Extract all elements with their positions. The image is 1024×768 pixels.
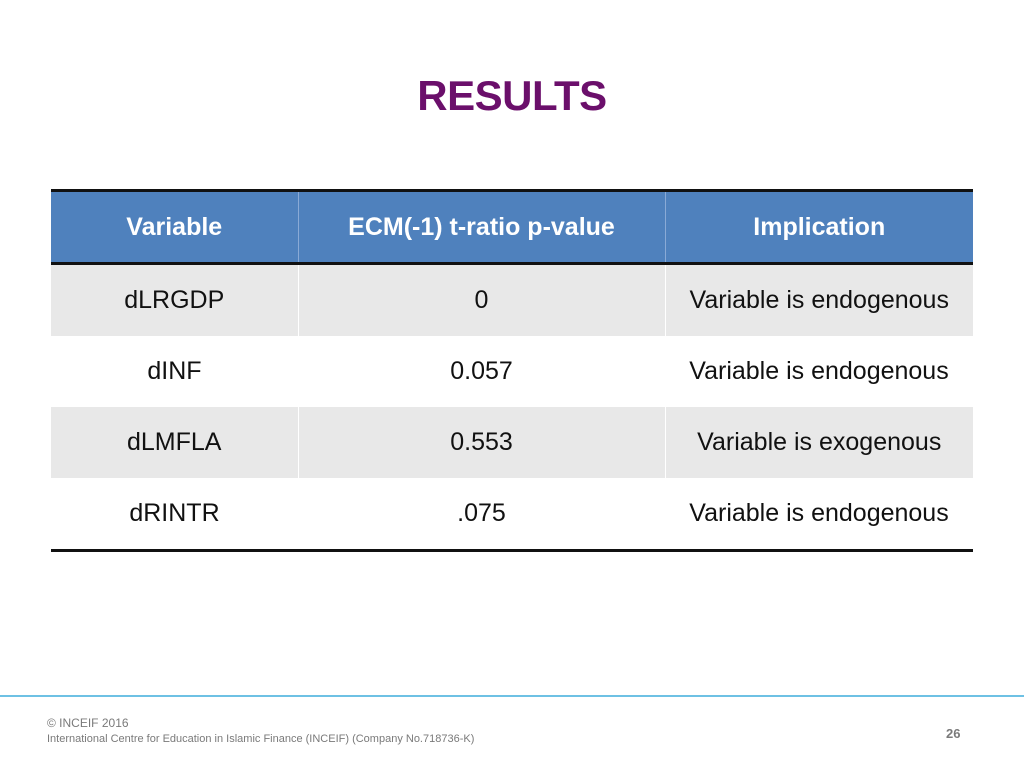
cell-implication: Variable is endogenous <box>689 499 949 527</box>
footer-copyright: © INCEIF 2016 <box>47 716 129 730</box>
cell-implication: Variable is endogenous <box>689 357 949 385</box>
results-table: Variable ECM(-1) t-ratio p-value Implica… <box>51 189 973 552</box>
table-row: dRINTR .075 Variable is endogenous <box>51 478 973 551</box>
header-implication: Implication <box>664 190 973 265</box>
cell-implication: Variable is exogenous <box>664 407 973 478</box>
cell-p-value: 0.057 <box>450 357 513 385</box>
header-p-value: ECM(-1) t-ratio p-value <box>297 190 665 265</box>
header-variable: Variable <box>51 190 298 265</box>
page-number: 26 <box>946 726 961 741</box>
table-header-row: Variable ECM(-1) t-ratio p-value Implica… <box>51 190 973 265</box>
table-row: dINF 0.057 Variable is endogenous <box>51 336 973 407</box>
cell-p-value: 0 <box>297 263 665 336</box>
slide-title: RESULTS <box>417 72 607 119</box>
cell-p-value: 0.553 <box>297 407 665 478</box>
cell-variable: dRINTR <box>129 499 220 527</box>
cell-p-value: .075 <box>457 499 506 527</box>
footer-divider <box>0 695 1024 697</box>
footer-company: International Centre for Education in Is… <box>47 733 475 745</box>
cell-variable: dINF <box>147 357 202 385</box>
table-row: dLMFLA 0.553 Variable is exogenous <box>51 407 973 478</box>
table-row: dLRGDP 0 Variable is endogenous <box>51 263 973 336</box>
cell-implication: Variable is endogenous <box>664 263 973 336</box>
cell-variable: dLRGDP <box>51 263 298 336</box>
cell-variable: dLMFLA <box>51 407 298 478</box>
